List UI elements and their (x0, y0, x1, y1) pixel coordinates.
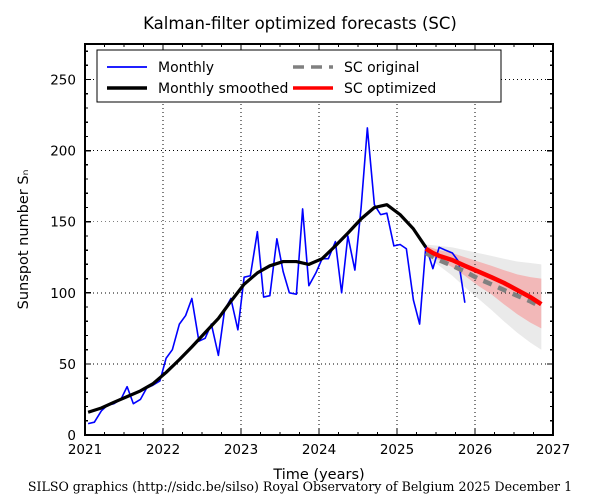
y-axis-tick-label: 50 (59, 357, 76, 373)
x-axis-tick-label: 2027 (536, 442, 570, 458)
y-axis-tick-label: 0 (67, 428, 76, 444)
uncertainty-band-inner-uncertainty (425, 245, 542, 329)
x-axis-tick-label: 2023 (224, 442, 258, 458)
y-axis-title: Sunspot number Sₙ (16, 169, 32, 309)
legend-label: SC original (344, 60, 419, 76)
legend-item-sc-original: SC original (293, 60, 419, 76)
legend-item-monthly: Monthly (107, 60, 214, 76)
figure-footer-credit: SILSO graphics (http://sidc.be/silso) Ro… (27, 479, 573, 494)
y-axis-tick-label: 150 (50, 215, 76, 231)
legend-item-monthly-smoothed: Monthly smoothed (107, 81, 288, 97)
series-line-monthly (87, 127, 466, 425)
legend-label: Monthly smoothed (158, 81, 288, 97)
x-axis-tick-label: 2021 (68, 442, 102, 458)
y-axis-tick-label: 200 (50, 144, 76, 160)
series-line-monthly-smoothed (87, 203, 428, 414)
legend-label: SC optimized (344, 81, 436, 97)
uncertainty-band-outer-uncertainty (425, 244, 542, 350)
x-axis-tick-label: 2022 (146, 442, 180, 458)
legend-label: Monthly (158, 60, 214, 76)
x-axis-tick-label: 2025 (380, 442, 414, 458)
legend-box (96, 49, 502, 103)
x-axis-tick-label: 2026 (458, 442, 492, 458)
series-line-sc-original (424, 251, 543, 310)
page-title: Kalman-filter optimized forecasts (SC) (143, 14, 457, 33)
legend-item-sc-optimized: SC optimized (293, 81, 436, 97)
series-line-sc-optimized (424, 246, 543, 307)
x-axis-title: Time (years) (272, 467, 364, 483)
y-axis-tick-label: 100 (50, 286, 76, 302)
y-axis-tick-label: 250 (50, 73, 76, 89)
x-axis-tick-label: 2024 (302, 442, 336, 458)
